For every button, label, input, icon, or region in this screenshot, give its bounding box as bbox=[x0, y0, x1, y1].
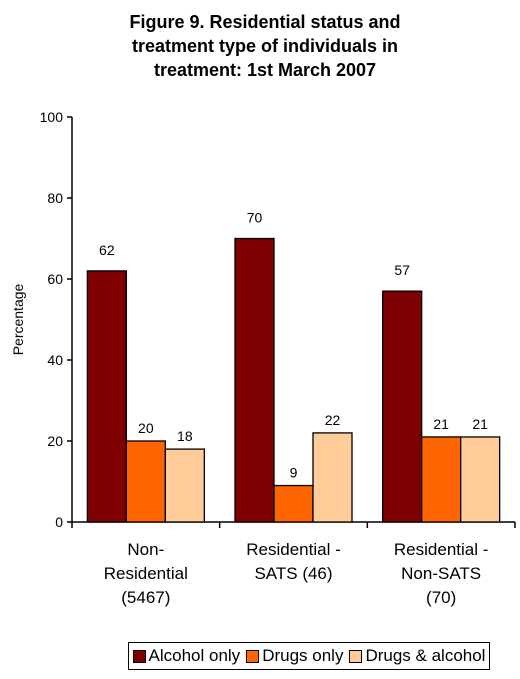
data-label-3-3: 21 bbox=[472, 416, 488, 432]
data-label-3-2: 21 bbox=[433, 416, 449, 432]
category-label-3: Residential - Non-SATS (70) bbox=[394, 540, 489, 607]
data-label-1-3: 18 bbox=[177, 428, 193, 444]
chart-legend: Alcohol only Drugs only Drugs & alcohol bbox=[128, 642, 490, 670]
legend-label-1: Alcohol only bbox=[148, 646, 241, 665]
y-tick-label-0: 0 bbox=[55, 514, 63, 530]
data-label-2-2: 9 bbox=[290, 465, 298, 481]
category-label-2: Residential - SATS (46) bbox=[246, 540, 341, 583]
legend-item-1: Alcohol only bbox=[132, 646, 241, 666]
y-tick-label-80: 80 bbox=[47, 190, 63, 206]
y-tick-label-60: 60 bbox=[47, 271, 63, 287]
bar-2-drugs-only bbox=[273, 484, 314, 523]
data-label-3-1: 57 bbox=[394, 262, 410, 278]
category-label-1-line-1: Non- bbox=[127, 540, 164, 559]
legend-swatch-2 bbox=[246, 649, 260, 663]
bar-2-drugs-alcohol bbox=[312, 432, 353, 523]
legend-swatch-1 bbox=[132, 649, 146, 663]
bar-3-drugs-alcohol bbox=[460, 436, 501, 523]
bar-1-drugs-only bbox=[125, 440, 166, 523]
bar-1-alcohol-only bbox=[86, 270, 127, 523]
legend-item-3: Drugs & alcohol bbox=[349, 646, 485, 666]
chart-title-line-3: treatment: 1st March 2007 bbox=[153, 60, 377, 80]
y-tick-label-20: 20 bbox=[47, 433, 63, 449]
chart-title: Figure 9. Residential status and treatme… bbox=[40, 10, 490, 82]
category-label-2-line-1: Residential - bbox=[246, 540, 341, 559]
category-label-1-line-2: Residential bbox=[104, 564, 188, 583]
category-label-3-line-1: Residential - bbox=[394, 540, 489, 559]
bar-2-alcohol-only bbox=[234, 237, 275, 523]
bar-3-alcohol-only bbox=[382, 290, 423, 523]
data-label-2-1: 70 bbox=[247, 210, 263, 226]
legend-label-3: Drugs & alcohol bbox=[365, 646, 486, 665]
y-tick-label-40: 40 bbox=[47, 352, 63, 368]
chart-title-line-1: Figure 9. Residential status and bbox=[129, 12, 401, 32]
y-axis-label: Percentage bbox=[10, 283, 26, 355]
y-tick-label-100: 100 bbox=[40, 109, 64, 125]
bar-chart-plot: 0 20 40 60 80 100 Percentage Non- Residential (54… bbox=[10, 109, 516, 607]
category-label-2-line-2: SATS (46) bbox=[254, 564, 332, 583]
category-label-1: Non- Residential (5467) bbox=[104, 540, 188, 607]
category-label-3-line-2: Non-SATS bbox=[401, 564, 481, 583]
data-label-2-3: 22 bbox=[325, 412, 341, 428]
category-label-1-line-3: (5467) bbox=[121, 588, 170, 607]
legend-label-2: Drugs only bbox=[262, 646, 344, 665]
chart-title-line-2: treatment type of individuals in bbox=[131, 36, 399, 56]
category-label-3-line-3: (70) bbox=[426, 588, 456, 607]
data-label-1-2: 20 bbox=[138, 420, 154, 436]
bar-3-drugs-only bbox=[421, 436, 462, 523]
legend-swatch-3 bbox=[349, 649, 363, 663]
data-label-1-1: 62 bbox=[99, 242, 115, 258]
bar-1-drugs-alcohol bbox=[164, 448, 205, 523]
legend-item-2: Drugs only bbox=[246, 646, 343, 666]
